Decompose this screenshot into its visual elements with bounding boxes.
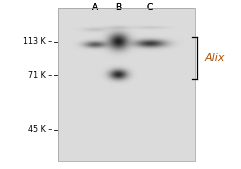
Text: 71 K –: 71 K – [28,70,52,79]
Text: A: A [92,3,98,12]
Bar [58,8,195,161]
Text: B: B [115,3,121,12]
Text: C: C [147,3,153,12]
Text: 45 K –: 45 K – [28,126,52,135]
Text: A: A [92,3,98,12]
Text: C: C [147,3,153,12]
Text: Alix: Alix [205,53,226,63]
Text: 113 K –: 113 K – [23,38,52,46]
Text: B: B [115,3,121,12]
